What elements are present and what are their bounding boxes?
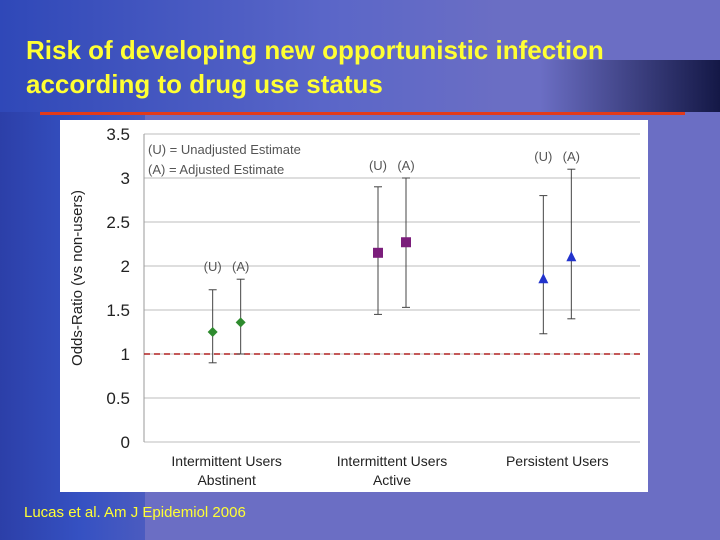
category-label: Intermittent Users — [337, 453, 447, 469]
y-tick-label: 2 — [121, 257, 130, 276]
estimate-label: (A) — [563, 149, 580, 164]
y-tick-label: 0 — [121, 433, 130, 452]
category-label: Active — [373, 472, 411, 488]
y-tick-label: 1.5 — [106, 301, 130, 320]
data-point-square — [373, 247, 383, 258]
data-point-square — [401, 237, 411, 248]
title-dark-strip — [540, 60, 720, 112]
estimate-label: (U) — [369, 158, 387, 173]
estimate-label: (U) — [204, 259, 222, 274]
slide-title: Risk of developing new opportunistic inf… — [26, 35, 604, 99]
data-point-diamond — [207, 327, 218, 337]
estimate-label: (A) — [397, 158, 414, 173]
title-rule — [40, 112, 685, 115]
y-tick-label: 3 — [121, 169, 130, 188]
citation: Lucas et al. Am J Epidemiol 2006 — [24, 504, 246, 521]
odds-ratio-chart: 0 0.5 1 1.5 2 2.5 3 3.5 Odds-Ratio (vs non-users… — [69, 125, 640, 488]
y-tick-label: 0.5 — [106, 389, 130, 408]
y-tick-label: 1 — [121, 345, 130, 364]
data-point-triangle — [538, 273, 549, 284]
y-axis-label: Odds-Ratio (vs non-users) — [69, 190, 86, 366]
chart-panel: 0 0.5 1 1.5 2 2.5 3 3.5 Odds-Ratio (vs non-users… — [60, 120, 648, 492]
estimate-label: (A) — [232, 259, 249, 274]
estimate-label: (U) — [534, 149, 552, 164]
category-label: Persistent Users — [506, 453, 609, 469]
legend-entry: (U) = Unadjusted Estimate — [148, 142, 301, 157]
legend-entry: (A) = Adjusted Estimate — [148, 162, 284, 177]
y-tick-label: 3.5 — [106, 125, 130, 144]
category-label: Abstinent — [197, 472, 255, 488]
data-point-triangle — [566, 251, 577, 262]
category-label: Intermittent Users — [171, 453, 281, 469]
data-point-diamond — [235, 317, 246, 328]
y-tick-label: 2.5 — [106, 213, 130, 232]
